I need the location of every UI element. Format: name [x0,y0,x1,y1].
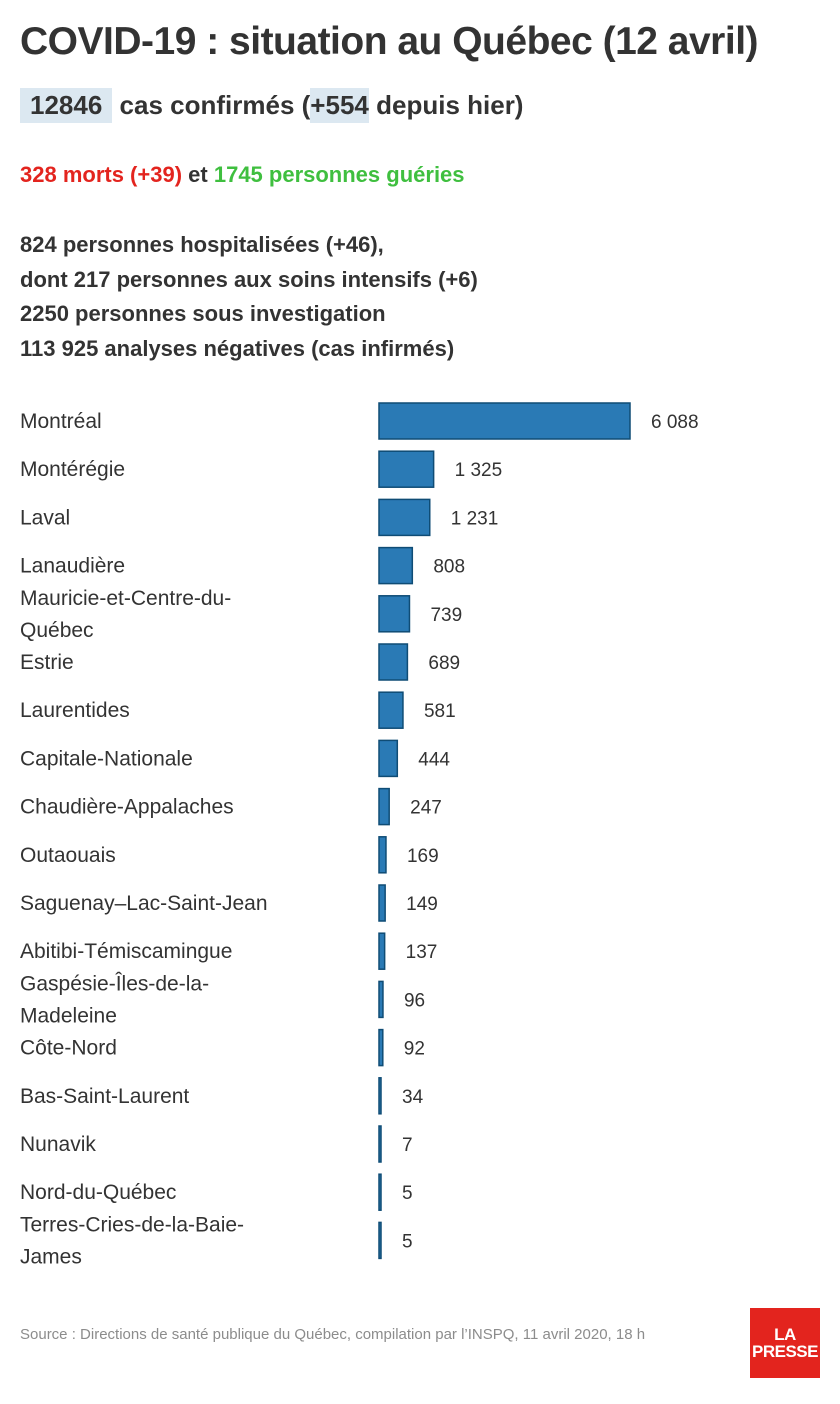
value-label-bas-saint-laurent: 34 [402,1087,424,1108]
category-label-mauricie-et-centre-du-quebec: Mauricie-et-Centre-du-Québec [20,587,231,642]
value-label-mauricie-et-centre-du-quebec: 739 [430,605,462,626]
stat-negative-tests: 113 925 analyses négatives (cas infirmés… [20,335,455,361]
outcomes-line: 328 morts (+39) et 1745 personnes guérie… [20,162,465,188]
confirmed-cases-line: 12846 cas confirmés (+554 depuis hier) [20,88,523,123]
category-label-capitale-nationale: Capitale-Nationale [20,747,193,770]
value-label-nunavik: 7 [402,1135,413,1156]
value-label-chaudiere-appalaches: 247 [410,798,442,819]
deaths-count: 328 morts (+39) [20,162,183,187]
bar-cote-nord [378,1028,384,1067]
logo-line-1: LA [774,1325,796,1344]
outcomes-joiner: et [188,162,208,187]
bar-laval [378,498,431,537]
confirmed-count: 12846 [20,88,113,123]
value-label-montreal: 6 088 [651,412,699,433]
value-label-abitibi-temiscamingue: 137 [406,942,438,963]
bar-gaspesie-iles-de-la-madeleine [378,980,384,1019]
bar-capitale-nationale [378,739,399,778]
category-label-cote-nord: Côte-Nord [20,1037,117,1060]
value-label-capitale-nationale: 444 [418,749,450,770]
confirmed-tail: depuis hier) [376,90,524,120]
bar-nunavik [378,1125,382,1163]
value-label-nord-du-quebec: 5 [402,1183,413,1204]
stats-block: 824 personnes hospitalisées (+46), dont … [20,228,478,366]
page-title: COVID-19 : situation au Québec (12 avril… [20,20,759,63]
category-label-terres-cries-de-la-baie-james: Terres-Cries-de-la-Baie-James [20,1213,244,1268]
category-label-lanaudiere: Lanaudière [20,555,125,578]
value-label-terres-cries-de-la-baie-james: 5 [402,1231,413,1252]
value-label-monteregie: 1 325 [455,460,503,481]
bar-montreal [378,402,631,440]
value-label-lanaudiere: 808 [433,557,465,578]
bar-laurentides [378,691,404,729]
bar-abitibi-temiscamingue [378,932,386,970]
recovered-count: 1745 personnes guéries [213,162,465,187]
category-label-laurentides: Laurentides [20,699,130,722]
source-note: Source : Directions de santé publique du… [20,1326,646,1343]
bar-monteregie [378,450,435,488]
category-label-montreal: Montréal [20,410,102,433]
category-label-laval: Laval [20,506,70,529]
bar-estrie [378,643,409,681]
value-label-laurentides: 581 [424,701,456,722]
regional-cases-bar-chart: Montréal 6 088 Montérégie 1 325 Laval 1 231 La… [20,402,699,1268]
category-label-chaudiere-appalaches: Chaudière-Appalaches [20,796,234,819]
bar-mauricie-et-centre-du-quebec [378,595,411,633]
bar-terres-cries-de-la-baie-james [378,1221,382,1260]
value-label-laval: 1 231 [451,508,499,529]
value-label-cote-nord: 92 [404,1039,425,1060]
bar-lanaudiere [378,546,414,585]
category-label-bas-saint-laurent: Bas-Saint-Laurent [20,1085,189,1108]
stat-under-investigation: 2250 personnes sous investigation [20,301,386,326]
category-label-saguenay-lac-saint-jean: Saguenay–Lac-Saint-Jean [20,892,268,915]
category-label-estrie: Estrie [20,651,74,674]
bar-outaouais [378,836,387,874]
category-label-outaouais: Outaouais [20,844,116,867]
value-label-estrie: 689 [428,653,460,674]
value-label-saguenay-lac-saint-jean: 149 [406,894,438,915]
bar-saguenay-lac-saint-jean [378,884,386,922]
la-presse-logo: LA PRESSE [750,1308,820,1378]
value-label-outaouais: 169 [407,846,439,867]
category-label-gaspesie-iles-de-la-madeleine: Gaspésie-Îles-de-la-Madeleine [20,972,209,1027]
bar-chaudiere-appalaches [378,787,390,826]
category-label-nunavik: Nunavik [20,1133,96,1156]
confirmed-label: cas confirmés ( [119,90,311,120]
bar-bas-saint-laurent [378,1077,382,1115]
bar-nord-du-quebec [378,1173,382,1211]
category-label-monteregie: Montérégie [20,458,125,481]
confirmed-delta: +554 [310,88,369,123]
stat-intensive-care: dont 217 personnes aux soins intensifs (… [20,266,478,292]
value-label-gaspesie-iles-de-la-madeleine: 96 [404,990,425,1011]
logo-line-2: PRESSE [752,1342,818,1361]
stat-hospitalized: 824 personnes hospitalisées (+46), [20,232,384,257]
category-label-nord-du-quebec: Nord-du-Québec [20,1181,176,1204]
category-label-abitibi-temiscamingue: Abitibi-Témiscamingue [20,940,232,963]
